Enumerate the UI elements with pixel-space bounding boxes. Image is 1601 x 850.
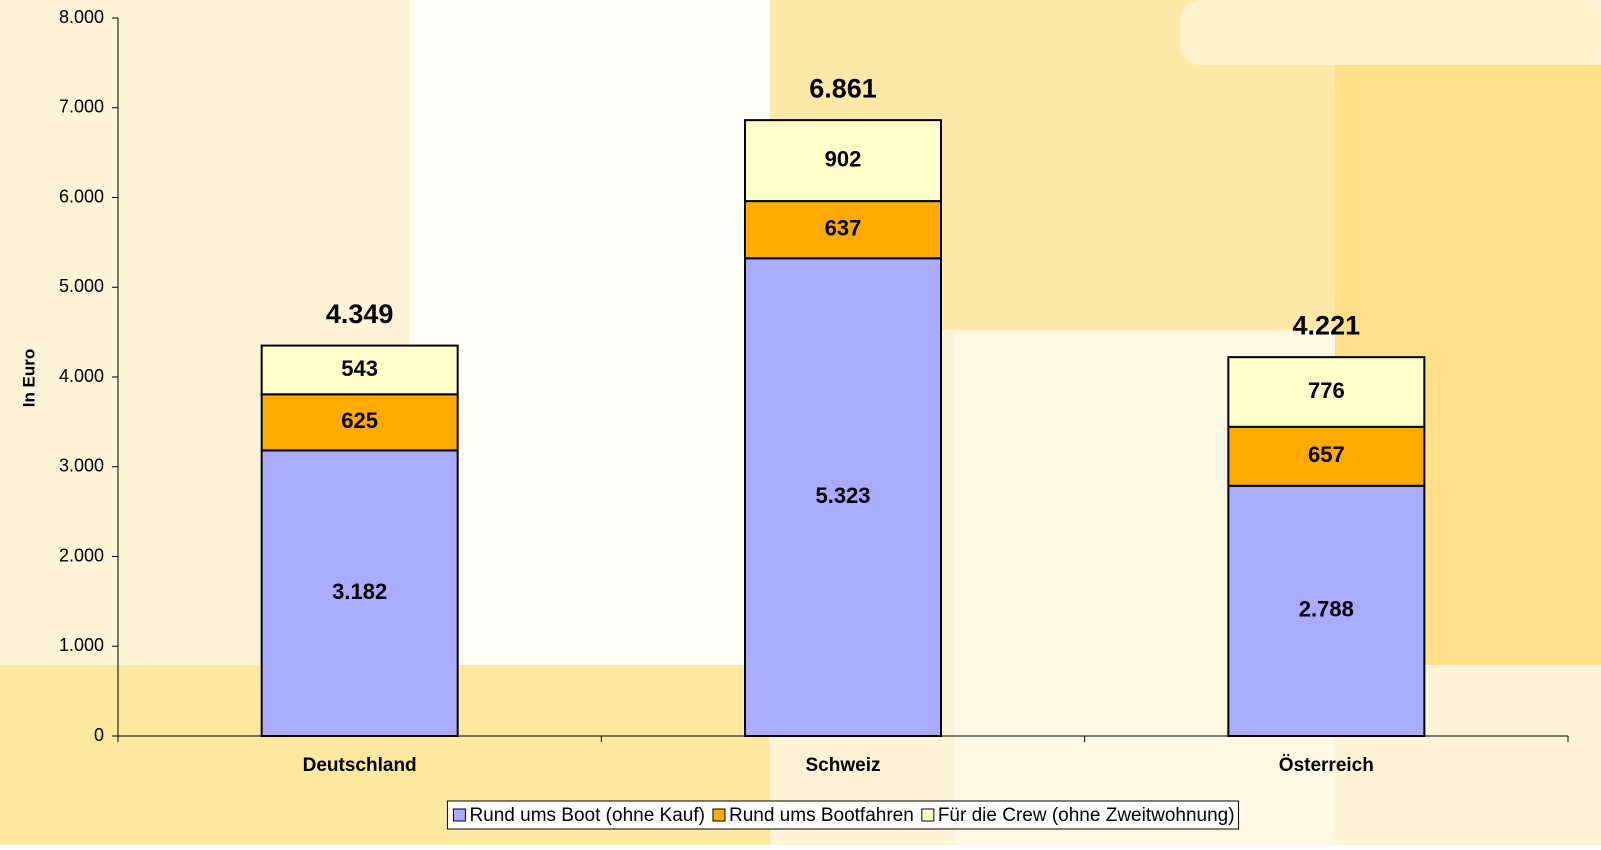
value-label: 776 <box>1308 378 1345 403</box>
legend-swatch <box>452 808 466 822</box>
y-axis-label: In Euro <box>19 349 38 408</box>
legend <box>446 800 1240 830</box>
y-tick-label: 0 <box>94 725 104 745</box>
bar-segment <box>1227 484 1426 738</box>
total-label: 6.861 <box>809 73 877 103</box>
x-tick-label: Deutschland <box>303 755 417 776</box>
y-tick-label: 4.000 <box>59 366 104 386</box>
value-label: 625 <box>341 408 378 433</box>
x-tick-label: Schweiz <box>806 755 881 776</box>
y-tick-label: 3.000 <box>59 456 104 476</box>
value-label: 637 <box>825 215 862 240</box>
background-panel <box>1180 0 1601 65</box>
y-tick-label: 1.000 <box>59 635 104 655</box>
value-label: 543 <box>341 356 378 381</box>
value-label: 5.323 <box>815 483 870 508</box>
legend-label: Für die Crew (ohne Zweitwohnung) <box>938 805 1235 826</box>
bar-segment <box>260 344 459 396</box>
legend-swatch <box>712 808 726 822</box>
bar-segment <box>260 449 459 737</box>
y-tick-label: 2.000 <box>59 545 104 565</box>
bar-segment <box>744 119 942 203</box>
bar-segment <box>260 393 459 452</box>
value-label: 2.788 <box>1299 597 1354 622</box>
value-label: 902 <box>825 146 862 171</box>
total-label: 4.349 <box>326 299 394 329</box>
legend-swatch <box>921 808 935 822</box>
bar-segment <box>744 200 942 260</box>
value-label: 3.182 <box>332 579 387 604</box>
legend-label: Rund ums Bootfahren <box>729 805 914 826</box>
background-panel <box>410 0 770 665</box>
y-tick-label: 5.000 <box>59 276 104 296</box>
total-label: 4.221 <box>1293 310 1361 340</box>
y-tick-label: 7.000 <box>59 97 104 117</box>
y-tick-label: 8.000 <box>59 7 104 27</box>
y-tick-label: 6.000 <box>59 186 104 206</box>
x-tick-label: Österreich <box>1279 755 1374 776</box>
bar-segment <box>1227 356 1426 428</box>
legend-label: Rund ums Boot (ohne Kauf) <box>469 805 705 826</box>
value-label: 657 <box>1308 442 1345 467</box>
